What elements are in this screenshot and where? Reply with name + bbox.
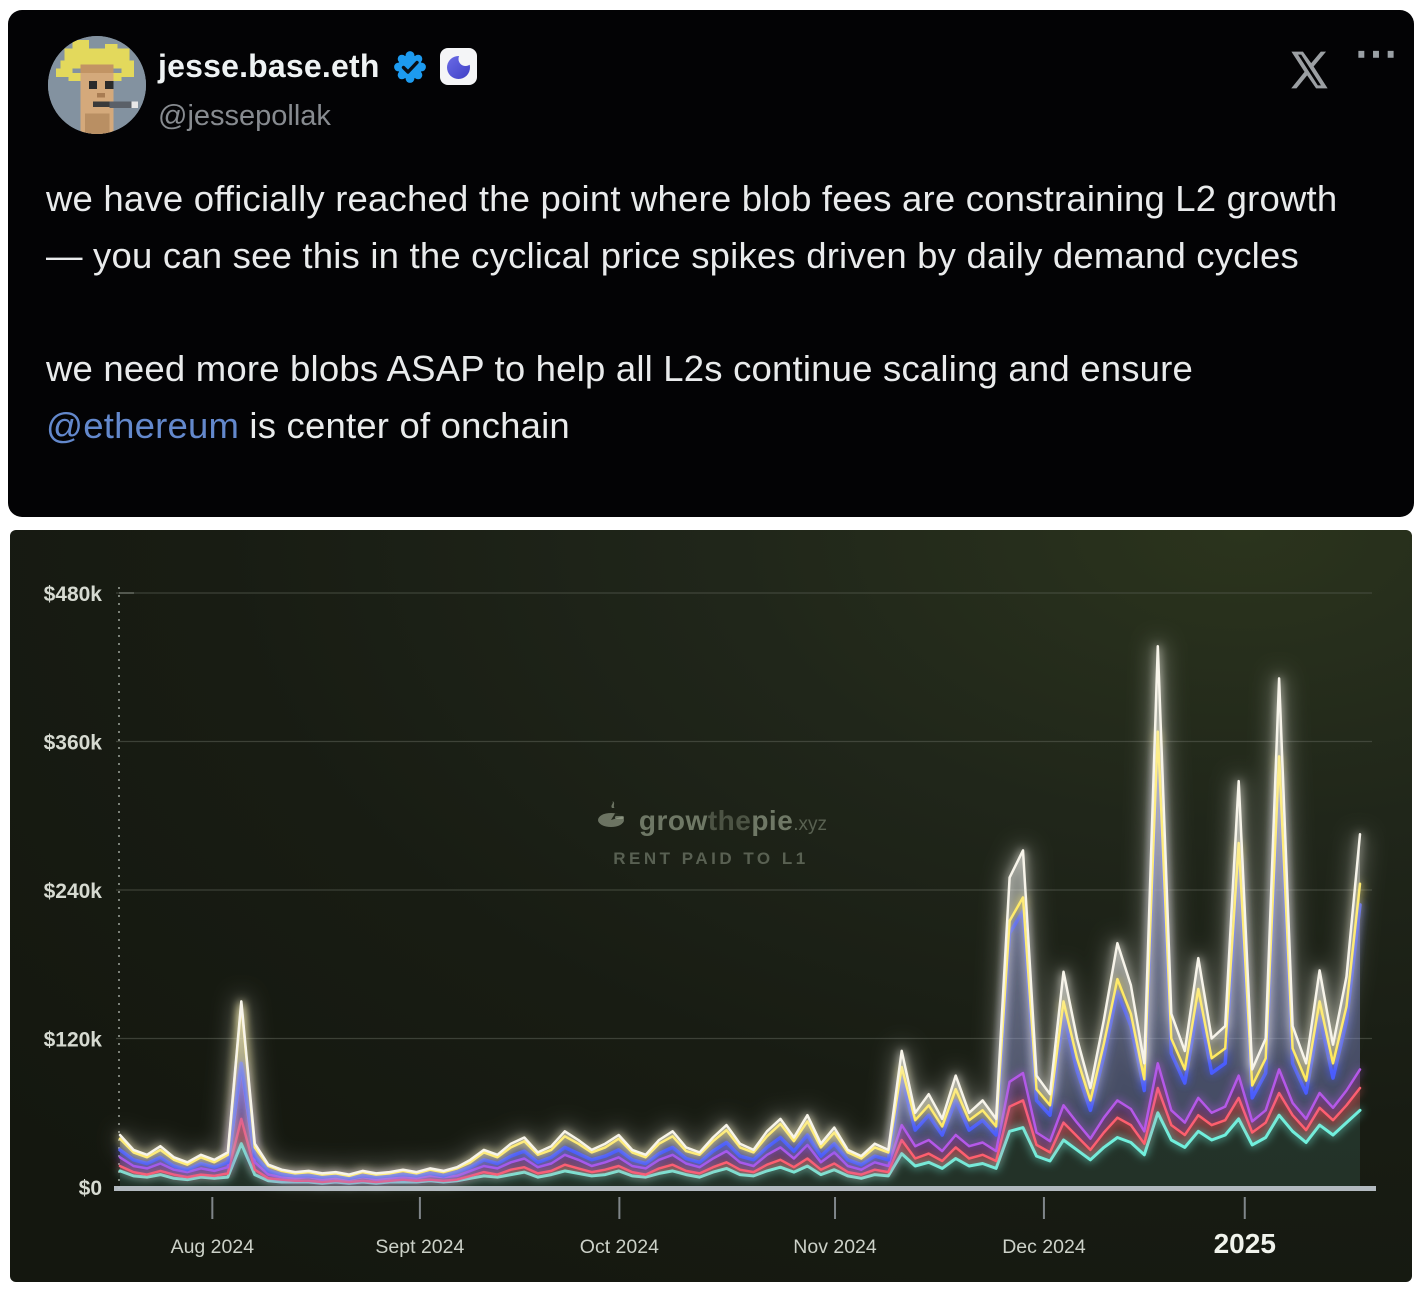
x-tick-label: 2025 [1214,1228,1276,1259]
chart-card: $0 $120k $240k $360k $480k Aug 2024 Sept 2024 O… [10,530,1412,1282]
tweet-paragraph-2-text: we need more blobs ASAP to help all L2s … [46,348,1194,389]
tweet-card: jesse.base.eth [8,10,1414,517]
y-axis: $0 $120k $240k $360k $480k [44,583,134,1200]
line-cyan-series [118,1108,1362,1185]
x-axis: Aug 2024 Sept 2024 Oct 2024 Nov 2024 Dec 202… [114,1186,1376,1259]
name-row: jesse.base.eth [158,48,477,85]
ethereum-mention-link[interactable]: @ethereum [46,405,240,446]
y-tick-label: $360k [44,732,103,755]
line-purple-series [118,1062,1362,1181]
base-app-badge-icon [439,48,477,85]
band-cyan-series [120,1110,1360,1187]
x-logo-icon[interactable] [1290,50,1332,90]
rent-paid-chart: $0 $120k $240k $360k $480k Aug 2024 Sept 2024 O… [44,583,1376,1259]
x-axis-line [114,1186,1376,1191]
y-tick-label: $0 [79,1177,102,1200]
avatar[interactable] [48,36,146,134]
more-menu-icon[interactable]: ⋯ [1354,29,1400,78]
verified-badge-icon [393,50,427,84]
series-lines [118,644,1362,1185]
tweet-paragraph-1: we have officially reached the point whe… [46,178,1338,276]
line-white-total-line [118,644,1362,1176]
x-tick-label: Sept 2024 [375,1236,464,1258]
handle[interactable]: @jessepollak [158,100,331,132]
x-tick-label: Nov 2024 [793,1236,877,1258]
line-red-series [118,1086,1362,1184]
tweet-paragraph-2-tail: is center of onchain [239,405,570,446]
y-tick-label: $480k [44,583,103,606]
avatar-pixel-art [48,36,146,134]
y-tick-label: $240k [44,880,103,903]
area-bands [120,646,1360,1187]
display-name[interactable]: jesse.base.eth [158,48,380,84]
y-tick-label: $120k [44,1029,103,1052]
y-gridlines [116,592,1372,1040]
tweet-paragraph-2: we need more blobs ASAP to help all L2s … [46,340,1382,454]
x-tick-label: Aug 2024 [171,1236,255,1258]
x-tick-label: Oct 2024 [580,1236,659,1258]
tweet-body: we have officially reached the point whe… [46,170,1382,510]
x-tick-label: Dec 2024 [1002,1236,1086,1258]
